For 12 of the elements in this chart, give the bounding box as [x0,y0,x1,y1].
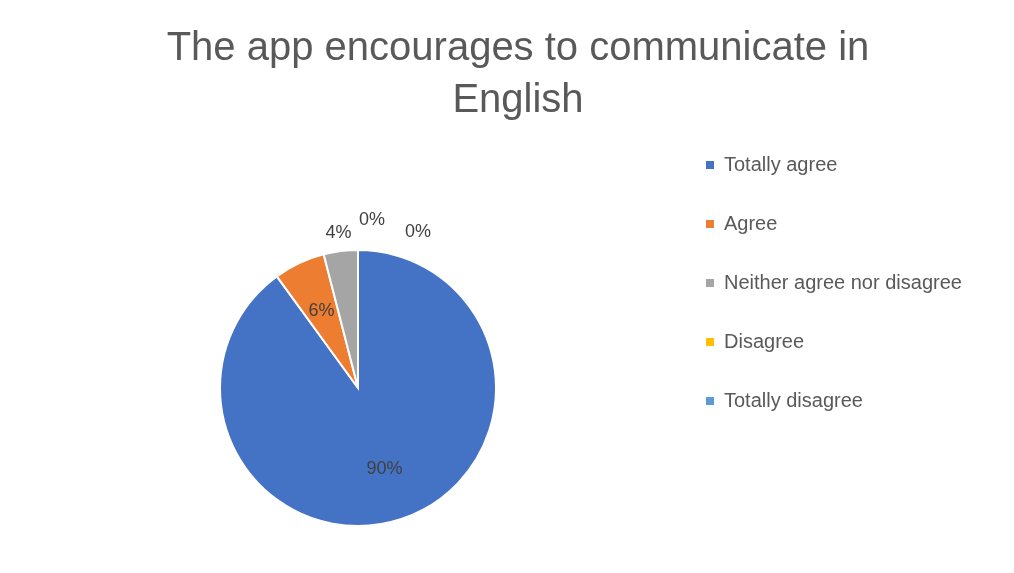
data-label: 90% [366,458,403,479]
legend-label: Totally agree [724,153,838,175]
data-label: 4% [325,222,352,243]
chart-title: The app encourages to communicate in English [166,24,870,120]
legend-label: Disagree [724,330,805,352]
data-label: 6% [308,299,335,320]
pie-slice [219,249,497,527]
legend-label: Totally disagree [724,389,863,411]
legend-label: Agree [724,212,778,234]
text: 0% [358,209,386,229]
text: 0% [404,221,432,241]
legend-label: Neither agree nor disagree [724,271,962,293]
